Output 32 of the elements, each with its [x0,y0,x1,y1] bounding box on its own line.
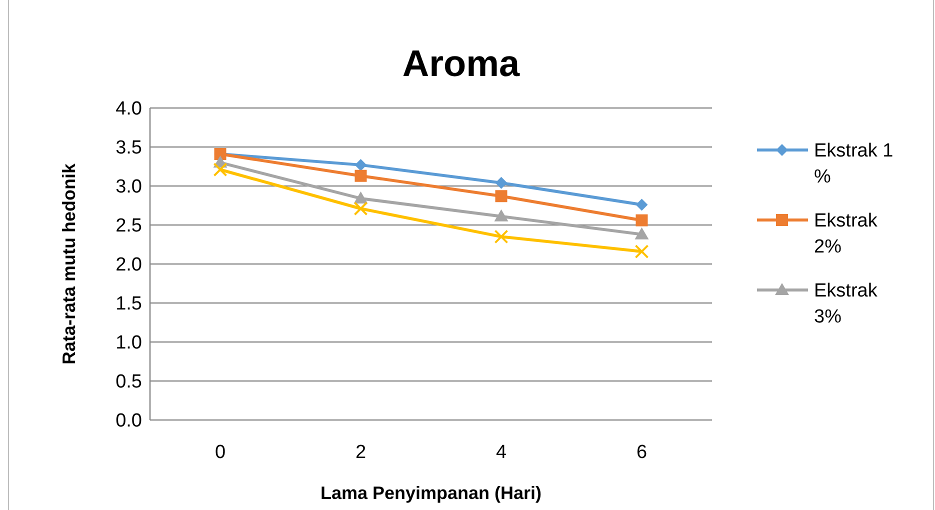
y-tick-label: 3.0 [116,176,142,198]
x-tick-label: 2 [355,442,366,463]
point [213,162,228,177]
legend-label: Ekstrak 3% [814,280,878,328]
point [636,214,648,226]
y-tick-label: 1.0 [116,332,142,354]
chart-title: Aroma [402,43,520,84]
point [354,158,367,171]
y-axis-title: Rata-rata mutu hedonik [59,162,79,365]
y-tick-label: 3.5 [116,138,142,159]
y-tick-label: 4.0 [116,98,142,120]
legend-label: Ekstrak 2% [814,210,878,258]
point [494,209,508,222]
x-axis-title: Lama Penyimpanan (Hari) [320,483,542,503]
point [354,170,367,182]
point [495,176,508,189]
point [494,230,508,244]
point [354,191,368,204]
point [354,202,368,216]
legend-label: Ekstrak 1 % [814,140,894,188]
y-tick-label: 0.5 [116,372,142,393]
point [636,198,648,211]
point [634,244,649,259]
point [495,190,508,202]
x-tick-label: 0 [214,442,226,463]
point [634,227,649,240]
y-tick-label: 2.5 [116,216,142,237]
y-tick-label: 0.0 [116,410,142,432]
y-tick-label: 2.0 [116,254,142,276]
x-tick-label: 4 [496,442,507,463]
y-tick-label: 1.5 [116,294,142,315]
x-tick-label: 6 [636,442,648,463]
